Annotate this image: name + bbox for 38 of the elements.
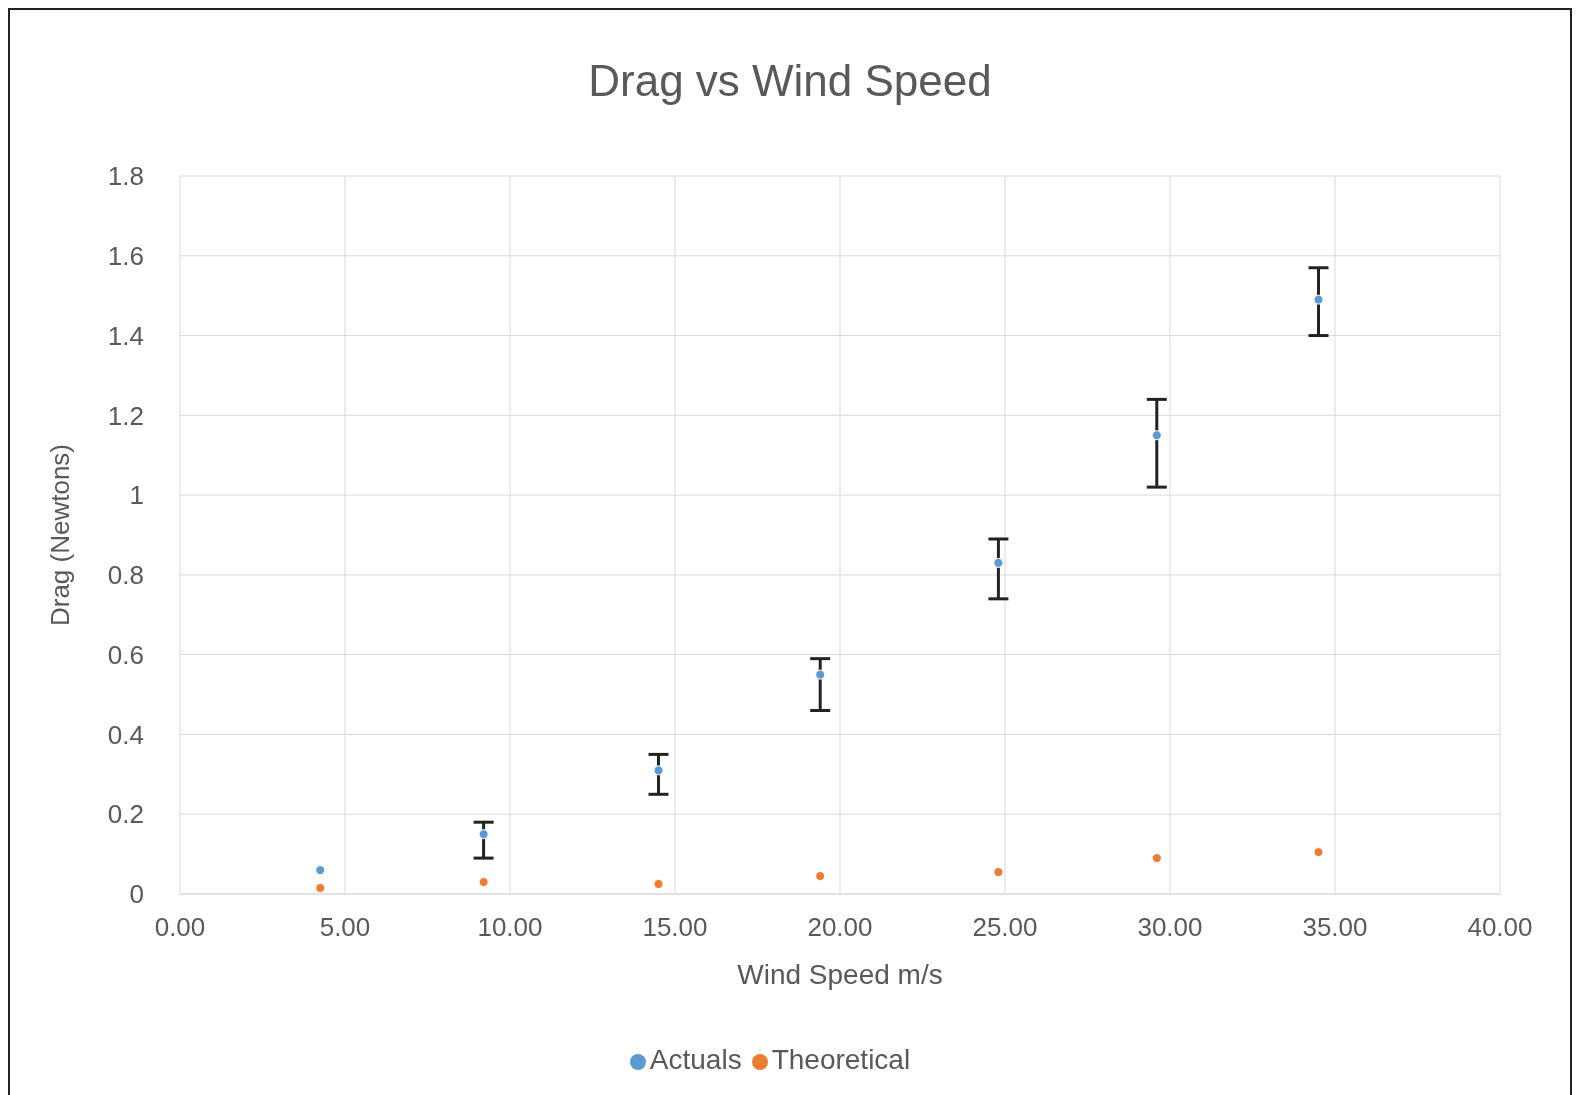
point [1313, 847, 1324, 858]
y-tick-label: 1 [129, 480, 144, 511]
y-tick-label: 1.2 [107, 400, 144, 431]
x-tick-label: 20.00 [807, 912, 873, 943]
point [815, 871, 826, 882]
point [993, 867, 1004, 878]
x-tick-label: 0.00 [154, 912, 206, 943]
x-tick-label: 5.00 [319, 912, 371, 943]
y-axis-title: Drag (Newtons) [45, 443, 76, 627]
y-tick-label: 0.6 [107, 639, 144, 670]
point [478, 829, 489, 840]
x-tick-label: 30.00 [1137, 912, 1203, 943]
point [478, 877, 489, 888]
x-tick-label: 10.00 [477, 912, 543, 943]
x-tick-label: 35.00 [1302, 912, 1368, 943]
y-tick-label: 1.8 [107, 161, 144, 192]
point [1151, 853, 1162, 864]
point [315, 865, 326, 876]
point [1151, 430, 1162, 441]
point [815, 669, 826, 680]
y-tick-label: 0.8 [107, 560, 144, 591]
x-tick-label: 40.00 [1467, 912, 1533, 943]
chart-title: Drag vs Wind Speed [587, 55, 993, 107]
y-tick-label: 0.2 [107, 799, 144, 830]
y-tick-label: 0.4 [107, 719, 144, 750]
y-tick-label: 1.4 [107, 320, 144, 351]
x-axis-title: Wind Speed m/s [737, 959, 943, 990]
y-tick-label: 1.6 [107, 241, 144, 272]
legend-label: Theoretical [771, 1044, 911, 1075]
y-tick-label: 0 [129, 879, 144, 910]
point [1313, 294, 1324, 305]
point [993, 557, 1004, 568]
x-tick-label: 25.00 [972, 912, 1038, 943]
point [315, 883, 326, 894]
legend-label: Actuals [649, 1044, 742, 1075]
point [653, 765, 664, 776]
x-tick-label: 15.00 [642, 912, 708, 943]
point [653, 879, 664, 890]
